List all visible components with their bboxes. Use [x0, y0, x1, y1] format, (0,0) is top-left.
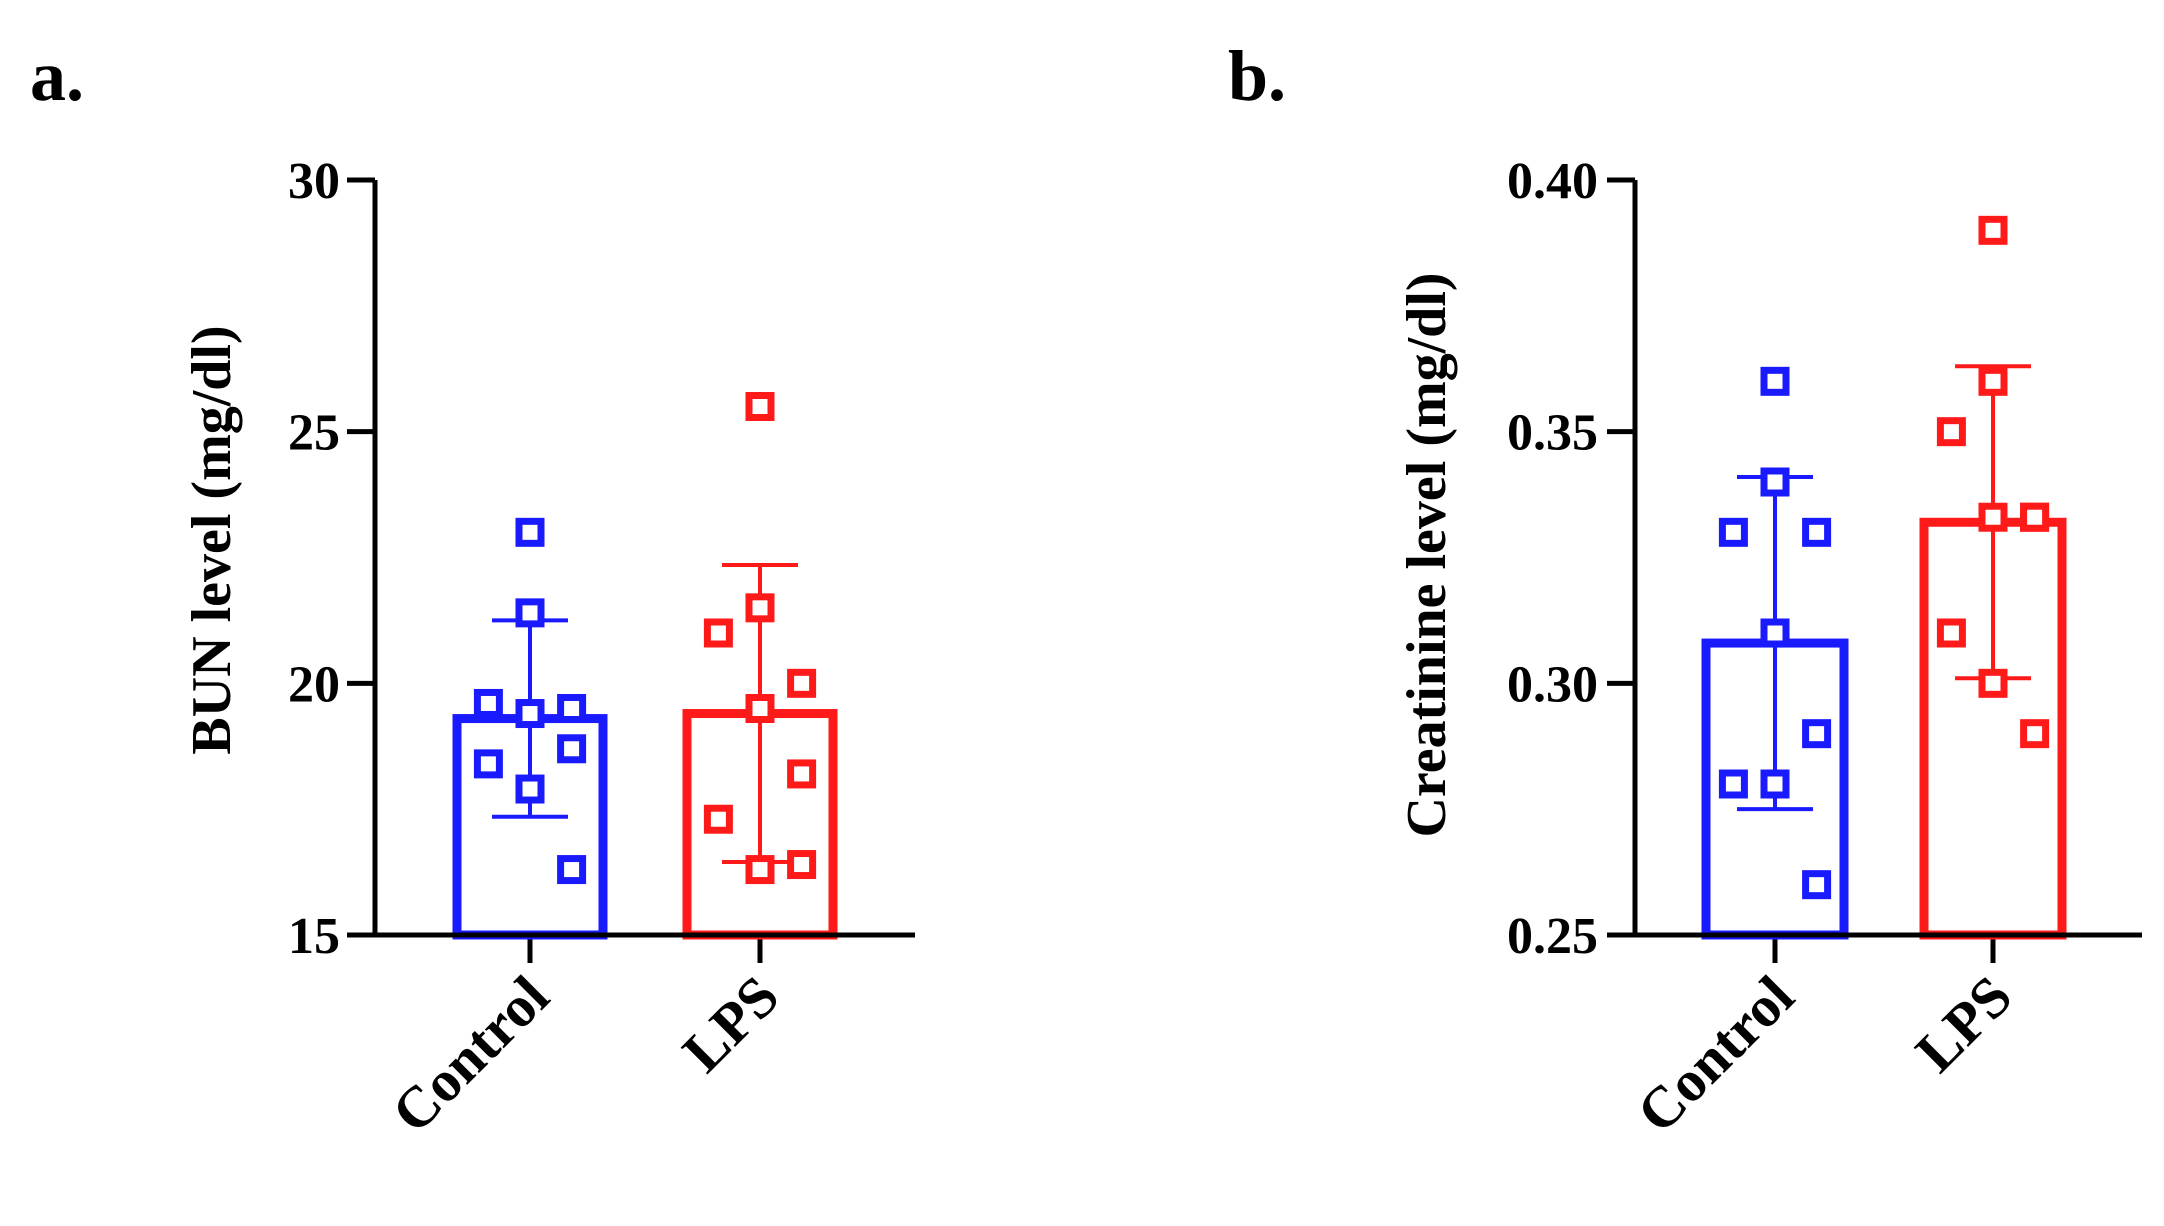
panel-a-data-point [515, 774, 545, 804]
panel-a-y-tick-label: 15 [288, 908, 340, 965]
panel-a-data-point [703, 618, 733, 648]
panel-b-data-point [1978, 215, 2008, 245]
panel-a-data-point [515, 517, 545, 547]
panel-b-axes [1632, 180, 2142, 938]
panel-a-data-point [473, 749, 503, 779]
panel-b-data-point [1978, 668, 2008, 698]
panel-b-y-tick-label: 0.40 [1507, 153, 1598, 210]
panel-b-data-point [1802, 719, 1832, 749]
panel-a-data-point [745, 855, 775, 885]
panel-a-y-tick-label: 25 [288, 405, 340, 462]
panel-a-y-axis-label: BUN level (mg/dl) [181, 325, 243, 754]
panel-b-x-categories: Control LPS [1624, 935, 2024, 1145]
panel-b-data-point [1978, 366, 2008, 396]
panel-b-y-tick-label: 0.25 [1507, 908, 1598, 965]
panel-a-data-point [557, 694, 587, 723]
panel-a-data-point [745, 392, 775, 421]
panel-b-data-point [1718, 517, 1748, 547]
panel-a-y-ticks: 15 20 25 30 [288, 153, 375, 965]
panel-a-data-point [787, 759, 817, 789]
panel-a: a. BUN level (mg/dl) 15 20 25 30 Control LPS [30, 36, 915, 1145]
panel-a-data-point [515, 699, 545, 729]
panel-b-data-point [1978, 502, 2008, 532]
panel-b-y-axis-label: Creatinine level (mg/dl) [1396, 272, 1458, 837]
panel-b-data-point [1718, 769, 1748, 799]
panel-a-data-point [515, 598, 545, 628]
panel-a-bars [452, 563, 838, 940]
panel-a-data-point [557, 855, 587, 885]
panel-a-y-tick-label: 30 [288, 153, 340, 210]
panel-b-data-point [1802, 517, 1832, 547]
panel-b-data-point [1760, 366, 1790, 396]
panel-a-points [473, 392, 817, 885]
panel-b-data-point [1936, 417, 1966, 447]
panel-a-data-point [703, 804, 733, 834]
panel-b-y-ticks: 0.25 0.30 0.35 0.40 [1507, 153, 1635, 965]
panel-a-data-point [473, 688, 503, 718]
panel-a-label: a. [30, 36, 84, 116]
panel-b-label: b. [1228, 36, 1286, 116]
panel-b-data-point [1760, 618, 1790, 648]
panel-a-data-point [557, 734, 587, 764]
panel-b-category-label: Control [1624, 963, 1806, 1145]
panel-b-data-point [1802, 870, 1832, 900]
panel-a-x-categories: Control LPS [379, 935, 791, 1145]
panel-b: b. Creatinine level (mg/dl) 0.25 0.30 0.35… [1228, 36, 2142, 1145]
panel-b-data-point [2020, 719, 2050, 749]
panel-b-bars [1701, 364, 2067, 940]
panel-a-axes [372, 180, 915, 938]
panel-a-y-tick-label: 20 [288, 656, 340, 713]
panel-b-data-point [2020, 502, 2050, 532]
panel-b-y-tick-label: 0.35 [1507, 405, 1598, 462]
panel-a-data-point [787, 668, 817, 698]
panel-b-y-tick-label: 0.30 [1507, 656, 1598, 713]
panel-b-category-label: LPS [1903, 963, 2024, 1084]
panel-a-data-point [745, 593, 775, 623]
panel-a-category-label: LPS [670, 963, 791, 1084]
panel-a-data-point [745, 694, 775, 723]
panel-a-data-point [787, 850, 817, 880]
panel-b-points [1718, 215, 2050, 900]
panel-b-data-point [1936, 618, 1966, 648]
panel-b-data-point [1760, 769, 1790, 799]
panel-b-data-point [1760, 467, 1790, 497]
panel-a-category-label: Control [379, 963, 561, 1145]
